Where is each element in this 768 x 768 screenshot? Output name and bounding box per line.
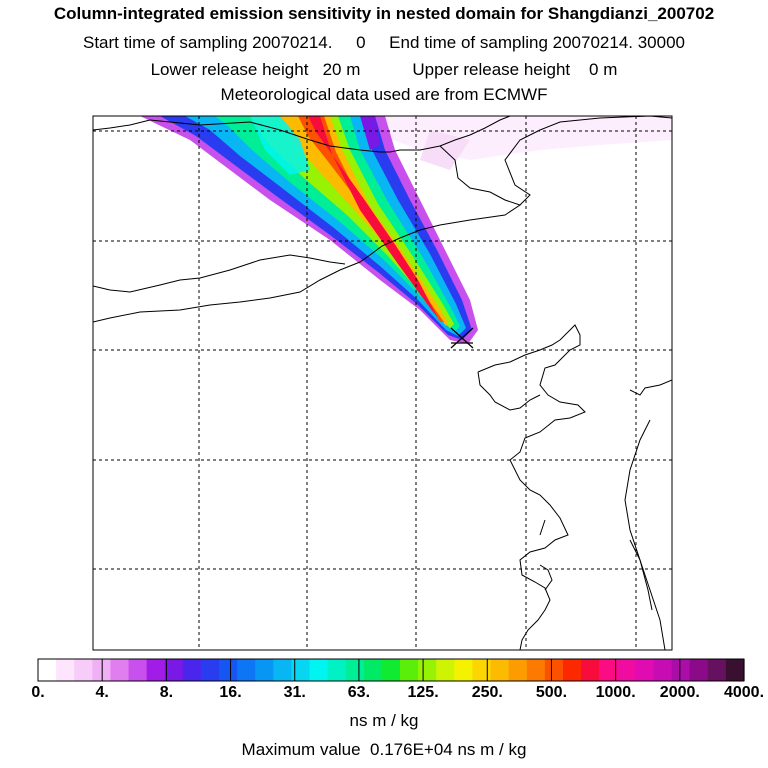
colorbar-swatch [381,659,401,681]
colorbar-swatch [454,659,474,681]
maximum-value: Maximum value 0.176E+04 ns m / kg [241,740,527,759]
plot-frame [92,115,673,651]
chart-title: Column-integrated emission sensitivity i… [53,4,715,23]
sampling-time-line: Start time of sampling 20070214. 0 End t… [83,33,685,52]
colorbar-tick-label: 2000. [659,684,700,701]
colorbar-tick-label: 8. [159,684,174,701]
coastlines [93,116,672,650]
colorbar-swatch [273,659,293,681]
colorbar-swatch [182,659,202,681]
grid-lines [93,116,672,650]
colorbar-tick-label: 63. [347,684,371,701]
colorbar-swatch [38,659,57,681]
colorbar-swatch [110,659,130,681]
colorbar-swatch [345,659,365,681]
colorbar-tick-label: 1000. [595,684,636,701]
colorbar-swatch [599,659,618,681]
colorbar-tick-label: 4000. [723,684,765,701]
colorbar [37,658,745,682]
colorbar-tick-label: 500. [535,684,568,701]
colorbar-swatch [309,659,329,681]
colorbar-swatch [653,659,673,681]
colorbar-swatch [219,659,238,681]
haze-region [360,116,672,160]
colorbar-swatch [363,659,383,681]
colorbar-swatch [74,659,93,681]
colorbar-swatch [581,659,600,681]
colorbar-swatch [436,659,455,681]
colorbar-tick-label: 4. [95,684,109,701]
colorbar-swatch [327,659,347,681]
colorbar-tick-label: 31. [283,684,306,701]
colorbar-tick-label: 16. [219,684,242,701]
colorbar-swatch [472,659,492,681]
colorbar-border [37,658,745,682]
colorbar-swatch [635,659,655,681]
colorbar-units: ns m / kg [349,711,419,730]
met-data-line: Meteorological data used are from ECMWF [220,85,548,104]
colorbar-swatch [490,659,510,681]
colorbar-swatch [562,659,582,681]
colorbar-tick-label: 250. [471,684,503,701]
colorbar-swatch [418,659,437,681]
colorbar-swatch [200,659,220,681]
colorbar-swatch [291,659,311,681]
colorbar-swatch [237,659,256,681]
colorbar-swatch [544,659,564,681]
colorbar-tick-label: 125. [407,684,439,701]
colorbar-swatch [92,659,112,681]
colorbar-swatch [400,659,419,681]
colorbar-tick-label: 0. [31,684,45,701]
plume [140,116,478,344]
colorbar-swatch [725,659,745,681]
colorbar-swatch [255,659,274,681]
colorbar-swatch [128,659,148,681]
colorbar-swatch [707,659,727,681]
colorbar-swatch [56,659,75,681]
release-height-line: Lower release height 20 m Upper release … [150,60,618,79]
colorbar-swatch [508,659,528,681]
colorbar-swatch [146,659,166,681]
colorbar-swatch [689,659,709,681]
colorbar-swatch [164,659,184,681]
colorbar-swatch [671,659,691,681]
release-site-marker [450,327,474,349]
colorbar-swatch [617,659,636,681]
colorbar-swatch [526,659,546,681]
